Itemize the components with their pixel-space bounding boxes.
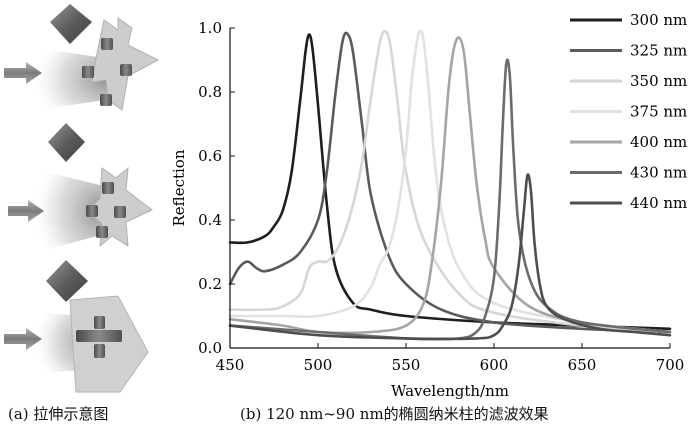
x-tick-label: 650 (568, 356, 597, 374)
legend-label: 375 nm (630, 103, 687, 121)
y-tick-label: 1.0 (198, 19, 222, 37)
y-tick-label: 0.0 (198, 339, 222, 357)
legend-label: 300 nm (630, 11, 687, 29)
diamond-particle (50, 4, 92, 44)
y-tick-label: 0.2 (198, 275, 222, 293)
x-tick-label: 550 (392, 356, 421, 374)
y-axis-label: Reflection (170, 149, 188, 226)
incident-arrow (4, 328, 42, 350)
schematic-panel-middle (8, 123, 153, 252)
diamond-particle (48, 123, 85, 162)
schematic-panel-top (4, 4, 160, 111)
nanopillar (86, 205, 98, 217)
legend-label: 325 nm (630, 42, 687, 60)
caption-a: (a) 拉伸示意图 (8, 405, 109, 423)
series-line-350-nm (228, 29, 672, 334)
nanopillar (102, 182, 114, 194)
chart-axes: 450 500 550 600 650 700 0.0 0.2 0.4 0.6 0.8 1.0 (198, 19, 684, 374)
reflection-spectrum-chart: 450 500 550 600 650 700 0.0 0.2 0.4 0.6 0.8 1.0 300… (170, 11, 687, 400)
schematic-panel-bottom (4, 260, 149, 393)
series-line-300-nm (228, 33, 672, 331)
diamond-particle (46, 260, 88, 302)
y-tick-label: 0.4 (198, 211, 222, 229)
nanopillar (96, 226, 108, 238)
spectrum-curves (228, 29, 672, 341)
x-tick-label: 450 (216, 356, 245, 374)
nanopillar (94, 344, 105, 358)
nanopillar (76, 330, 122, 342)
x-axis-label: Wavelength/nm (391, 382, 509, 400)
stretch-schematic (4, 4, 160, 393)
incident-arrow (4, 62, 42, 84)
legend-label: 400 nm (630, 133, 687, 151)
light-beam (38, 170, 112, 252)
series-line-440-nm (228, 173, 672, 341)
legend-label: 440 nm (630, 194, 687, 212)
x-tick-label: 500 (304, 356, 333, 374)
nanopillar (94, 316, 105, 329)
nanopillar (120, 64, 132, 76)
x-tick-label: 700 (656, 356, 685, 374)
legend-label: 430 nm (630, 164, 687, 182)
series-line-375-nm (228, 29, 672, 334)
nanopillar (101, 38, 113, 50)
nanopillar (100, 94, 112, 106)
y-tick-label: 0.6 (198, 147, 222, 165)
x-tick-label: 600 (480, 356, 509, 374)
series-line-325-nm (228, 31, 672, 334)
stretched-substrate (69, 295, 149, 393)
legend-label: 350 nm (630, 72, 687, 90)
y-tick-label: 0.8 (198, 83, 222, 101)
caption-b: (b) 120 nm~90 nm的椭圆纳米柱的滤波效果 (240, 405, 549, 423)
nanopillar (114, 206, 126, 218)
incident-arrow (8, 200, 44, 222)
chart-legend: 300 nm 325 nm 350 nm 375 nm 400 nm 430 nm 440 … (570, 11, 687, 212)
nanopillar (82, 66, 94, 78)
